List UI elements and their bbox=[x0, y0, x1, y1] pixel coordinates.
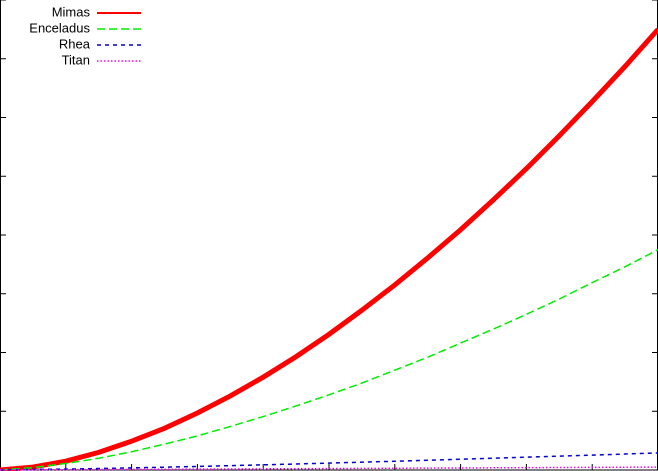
legend-label: Rhea bbox=[59, 36, 91, 51]
series-line bbox=[0, 452, 658, 471]
legend-label: Titan bbox=[62, 52, 90, 67]
series-line bbox=[0, 27, 658, 471]
legend-label: Enceladus bbox=[29, 20, 90, 35]
legend-label: Mimas bbox=[52, 4, 91, 19]
series-line bbox=[0, 466, 658, 471]
series-line bbox=[0, 249, 658, 471]
